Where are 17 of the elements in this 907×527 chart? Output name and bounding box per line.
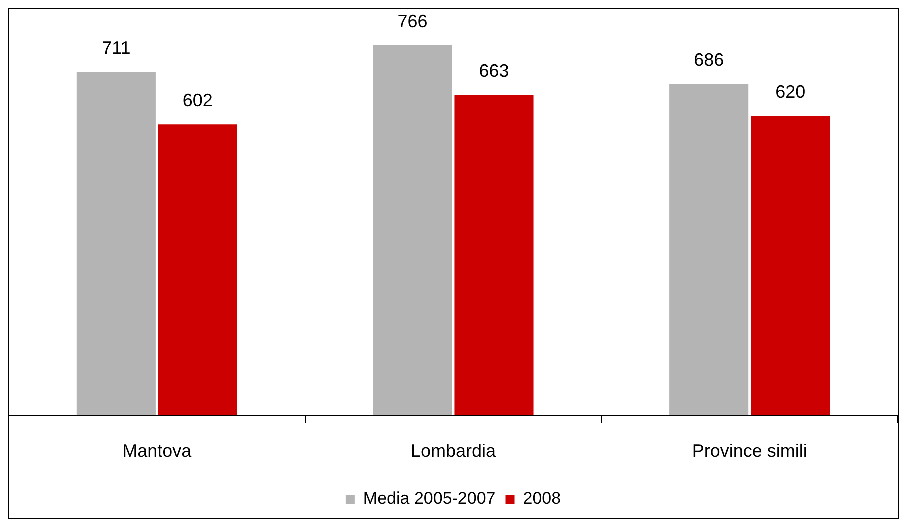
legend-label: 2008 — [523, 489, 562, 508]
x-tick-label: Mantova — [122, 441, 193, 462]
data-label: 711 — [102, 38, 131, 58]
legend-label: Media 2005-2007 — [363, 489, 496, 508]
x-tick-label: Lombardia — [410, 441, 498, 462]
x-tick-label: Province simili — [692, 441, 808, 462]
data-label: 663 — [479, 61, 510, 82]
bar — [158, 124, 238, 416]
bar — [454, 95, 534, 416]
data-label: 766 — [398, 11, 428, 32]
bar — [76, 72, 156, 416]
data-label: 602 — [182, 90, 213, 111]
data-label: 620 — [776, 82, 806, 102]
bar — [670, 84, 749, 416]
bar — [751, 116, 830, 416]
bar — [373, 45, 452, 416]
data-label: 686 — [694, 50, 724, 70]
